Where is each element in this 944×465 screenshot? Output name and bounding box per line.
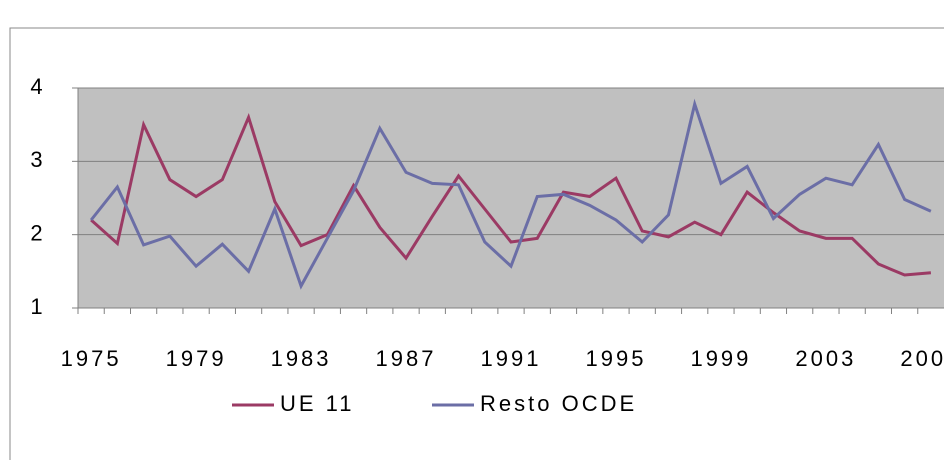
y-tick-label: 1 xyxy=(30,294,45,319)
series-line xyxy=(90,112,932,277)
x-tick-label: 1987 xyxy=(376,346,437,371)
series-line xyxy=(89,98,932,290)
x-tick-label: 2007 xyxy=(900,346,944,371)
y-tick-label: 3 xyxy=(30,147,45,172)
x-tick-label: 1995 xyxy=(585,346,646,371)
x-tick-label: 1983 xyxy=(271,346,332,371)
y-tick-label: 2 xyxy=(30,220,45,245)
x-tick-label: 1975 xyxy=(61,346,122,371)
x-tick-label: 1999 xyxy=(690,346,751,371)
plot-area xyxy=(78,88,944,308)
legend-label: UE 11 xyxy=(280,391,355,416)
x-tick-label: 2003 xyxy=(795,346,856,371)
legend-label: Resto OCDE xyxy=(480,391,637,416)
y-tick-label: 4 xyxy=(30,74,45,99)
x-tick-label: 1991 xyxy=(481,346,542,371)
x-tick-label: 1979 xyxy=(166,346,227,371)
